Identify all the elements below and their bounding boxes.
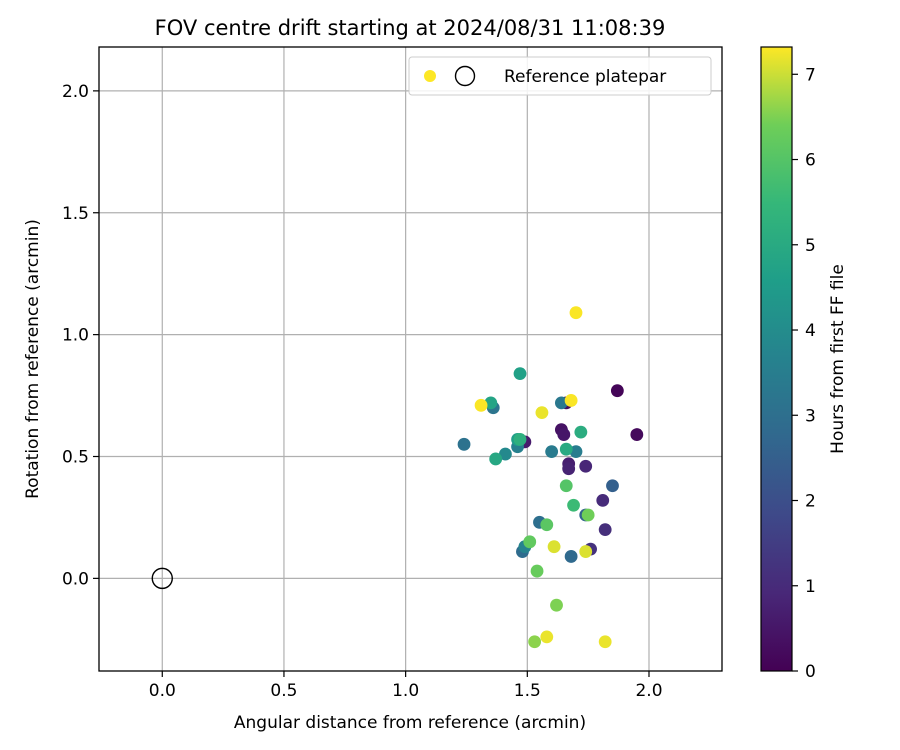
x-axis-ticks: 0.0 0.5 1.0 1.5 2.0 [149, 671, 663, 701]
y-axis-label: Rotation from reference (arcmin) [23, 219, 43, 499]
legend-color-sample [424, 70, 436, 82]
x-tick-label: 0.0 [149, 681, 176, 701]
data-point [569, 306, 583, 320]
legend-label: Reference platepar [504, 67, 666, 87]
data-point [559, 442, 573, 456]
y-tick-label: 0.5 [62, 448, 89, 468]
data-point [630, 428, 644, 441]
data-point [457, 437, 471, 451]
colorbar-tick-label: 3 [805, 406, 816, 426]
grid-lines [99, 47, 722, 671]
data-points [457, 306, 644, 649]
legend: Reference platepar [408, 56, 712, 96]
data-point [513, 433, 527, 446]
data-point [557, 428, 571, 441]
data-point [581, 508, 595, 522]
data-point [547, 540, 561, 554]
data-point [567, 498, 580, 512]
reference-marker [151, 567, 173, 590]
data-point [489, 452, 503, 466]
colorbar-tick-label: 0 [805, 662, 816, 682]
plot-area: 0.0 0.5 1.0 1.5 2.0 0.0 0.5 1.0 1.5 2.0 [62, 46, 723, 701]
data-point [530, 564, 544, 578]
x-axis-label: Angular distance from reference (arcmin) [234, 713, 586, 733]
colorbar-tick-label: 1 [805, 577, 816, 597]
data-point [528, 635, 542, 649]
data-point [550, 598, 563, 612]
colorbar-gradient [760, 46, 793, 672]
colorbar: 0 1 2 3 4 5 6 7 Hours from first FF file [760, 46, 848, 682]
data-point [579, 459, 593, 473]
plot-frame [98, 46, 723, 672]
legend-reference-marker [454, 65, 476, 87]
colorbar-tick-label: 2 [805, 492, 816, 512]
chart-title: FOV centre drift starting at 2024/08/31 … [155, 16, 666, 40]
y-axis-ticks: 0.0 0.5 1.0 1.5 2.0 [62, 82, 99, 589]
data-point [610, 384, 624, 398]
data-point [569, 445, 583, 459]
data-point [562, 462, 576, 476]
data-point [513, 367, 527, 381]
data-point [545, 445, 559, 459]
x-tick-label: 1.5 [514, 681, 541, 701]
colorbar-tick-label: 6 [805, 151, 816, 171]
data-point [598, 523, 612, 537]
colorbar-ticks: 0 1 2 3 4 5 6 7 [792, 65, 816, 682]
data-point [564, 394, 578, 407]
data-point [554, 396, 568, 410]
y-tick-label: 1.0 [62, 326, 89, 346]
data-point [598, 635, 612, 649]
colorbar-label: Hours from first FF file [828, 264, 848, 454]
colorbar-tick-label: 5 [805, 236, 816, 256]
y-tick-label: 0.0 [62, 569, 89, 589]
data-point [606, 479, 619, 493]
x-tick-label: 0.5 [270, 681, 297, 701]
colorbar-tick-label: 4 [805, 321, 816, 341]
data-point [579, 545, 593, 558]
data-point [499, 447, 512, 461]
colorbar-tick-label: 7 [805, 65, 816, 85]
y-tick-label: 2.0 [62, 82, 89, 102]
data-point [540, 630, 554, 644]
x-tick-label: 1.0 [392, 681, 419, 701]
data-point [564, 550, 578, 563]
data-point [535, 406, 549, 420]
data-point [474, 398, 488, 412]
data-point [559, 479, 573, 493]
y-tick-label: 1.5 [62, 204, 89, 224]
data-point [540, 518, 554, 532]
data-point [523, 535, 537, 549]
data-point [596, 493, 610, 507]
data-point [484, 396, 498, 410]
data-point [574, 425, 588, 439]
x-tick-label: 2.0 [635, 681, 662, 701]
legend-box [408, 56, 712, 96]
reference-marker-layer [151, 567, 173, 590]
